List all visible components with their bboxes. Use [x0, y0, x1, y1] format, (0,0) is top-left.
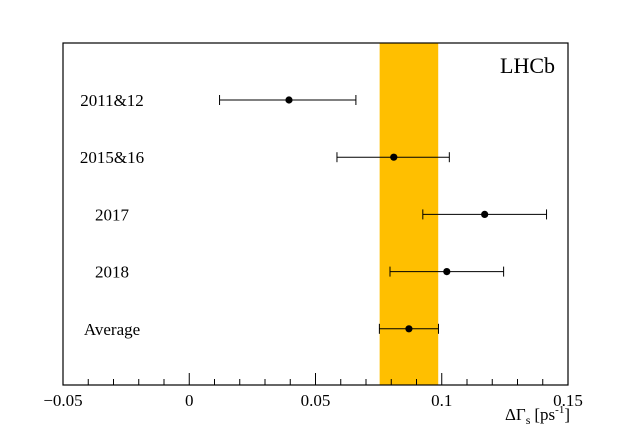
row-label: 2011&12: [80, 91, 144, 110]
x-axis-label-sub: s: [526, 413, 531, 427]
row-label: Average: [84, 320, 140, 339]
x-tick-label: 0: [185, 391, 194, 410]
x-axis-label-sup: -1: [555, 404, 564, 416]
experiment-label: LHCb: [500, 53, 555, 78]
x-axis-label-close: ]: [564, 405, 570, 424]
x-tick-label: 0.1: [431, 391, 452, 410]
data-point: [390, 153, 398, 161]
measurement-1: 2015&16: [80, 148, 450, 167]
x-axis-label-unit: [ps: [534, 405, 555, 424]
row-label: 2018: [95, 263, 129, 282]
row-label: 2017: [95, 205, 130, 224]
measurement-4: Average: [84, 320, 439, 339]
x-tick-label: 0.05: [301, 391, 331, 410]
row-label: 2015&16: [80, 148, 144, 167]
measurement-3: 2018: [95, 263, 505, 282]
x-tick-label: −0.05: [43, 391, 82, 410]
data-point: [443, 268, 451, 276]
x-axis-label-main: ΔΓ: [505, 405, 526, 424]
measurement-0: 2011&12: [80, 91, 357, 110]
x-axis-label: ΔΓs [ps-1]: [505, 404, 570, 427]
x-tick-label: 0.15: [553, 391, 583, 410]
measurement-2: 2017: [95, 205, 548, 224]
data-point: [481, 210, 489, 218]
data-point: [405, 325, 413, 333]
data-point: [285, 96, 293, 104]
